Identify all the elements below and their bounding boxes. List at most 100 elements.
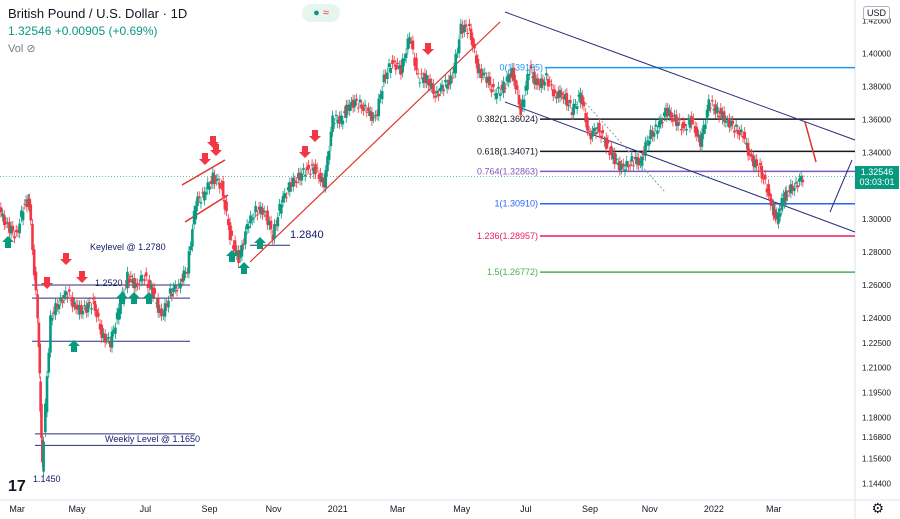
- candle-body: [394, 64, 398, 70]
- symbol-title[interactable]: British Pound / U.S. Dollar · 1D: [8, 6, 188, 21]
- candle-body: [541, 79, 545, 85]
- x-tick-label: May: [68, 504, 86, 514]
- candle-body: [428, 78, 432, 87]
- candle-body: [215, 179, 218, 181]
- candle-body: [216, 178, 220, 180]
- fib-level-label: 1.5(1.26772): [487, 267, 538, 277]
- candle-body: [107, 337, 110, 339]
- y-tick-label: 1.34000: [862, 149, 891, 158]
- candle-body: [678, 118, 682, 121]
- x-tick-label: Mar: [9, 504, 25, 514]
- candle-body: [782, 194, 785, 197]
- gear-icon[interactable]: ⚙: [871, 500, 884, 516]
- candle-body: [117, 308, 121, 320]
- candle-body: [213, 175, 216, 185]
- candle-body: [704, 124, 707, 129]
- candle-body: [13, 236, 16, 239]
- volume-label[interactable]: Vol ⊘: [8, 43, 36, 55]
- candle-body: [242, 243, 245, 246]
- candle-body: [38, 343, 42, 374]
- candle-body: [582, 101, 586, 107]
- candle-body: [657, 121, 661, 128]
- currency-selector[interactable]: USD: [862, 6, 890, 20]
- candle-body: [153, 288, 157, 294]
- candle-body: [71, 297, 74, 308]
- candle-body: [408, 37, 411, 44]
- candle-body: [285, 197, 288, 199]
- candle-body: [233, 240, 237, 252]
- eye-slash-icon[interactable]: ⊘: [26, 43, 36, 55]
- candle-body: [78, 305, 81, 315]
- candle-body: [780, 197, 784, 210]
- candle-body: [799, 176, 803, 181]
- candle-body: [191, 229, 194, 247]
- candle-body: [126, 271, 129, 289]
- candle-body: [24, 200, 28, 202]
- candle-body: [538, 83, 541, 86]
- candle-body: [531, 76, 534, 79]
- y-tick-label: 1.24000: [862, 314, 891, 323]
- wave-indicator-icon[interactable]: ● ≈: [302, 4, 340, 22]
- candle-body: [69, 299, 73, 301]
- candle-body: [115, 312, 119, 320]
- candle-body: [297, 173, 300, 179]
- candle-body: [613, 152, 617, 165]
- candle-body: [439, 87, 442, 92]
- candle-body: [14, 229, 18, 233]
- candle-body: [606, 139, 610, 144]
- candle-body: [329, 131, 333, 147]
- candle-body: [415, 57, 418, 71]
- candle-body: [315, 167, 319, 169]
- candle-body: [62, 295, 66, 299]
- candle-body: [758, 163, 762, 166]
- candle-body: [278, 203, 281, 211]
- symbol-name: British Pound / U.S. Dollar: [8, 6, 160, 21]
- candle-body: [769, 198, 773, 206]
- candle-body: [257, 206, 261, 210]
- candle-body: [197, 196, 201, 198]
- candle-body: [522, 99, 526, 108]
- candle-body: [300, 173, 304, 181]
- candle-body: [515, 85, 519, 90]
- candle-body: [587, 130, 591, 132]
- candle-body: [425, 75, 428, 84]
- candle-body: [726, 120, 729, 122]
- candle-body: [40, 404, 43, 438]
- candle-body: [722, 111, 726, 122]
- candle-body: [575, 106, 579, 110]
- candle-body: [196, 196, 199, 207]
- candle-body: [319, 172, 322, 182]
- candle-body: [341, 120, 345, 125]
- chart-labels: 0(1.39135) 0.382(1.36024) 0.618(1.34071) 0.…: [33, 63, 543, 484]
- candle-body: [495, 93, 499, 99]
- up-arrow-icon: [68, 340, 80, 352]
- candle-body: [114, 327, 117, 334]
- candle-body: [774, 215, 778, 219]
- interval[interactable]: 1D: [170, 6, 188, 21]
- candle-body: [478, 68, 481, 74]
- candle-body: [663, 112, 666, 117]
- candle-body: [269, 220, 273, 230]
- channel-lower-line: [504, 101, 856, 233]
- candle-body: [100, 324, 104, 339]
- candle-body: [526, 73, 529, 90]
- candle-body: [244, 231, 247, 245]
- candle-body: [473, 43, 476, 49]
- candle-body: [34, 271, 38, 291]
- candle-body: [623, 169, 627, 171]
- candle-body: [557, 91, 560, 98]
- x-tick-label: Sep: [201, 504, 217, 514]
- fib-level-label: 0.618(1.34071): [477, 146, 538, 156]
- candle-body: [173, 285, 177, 289]
- tradingview-logo-icon[interactable]: 17: [8, 478, 26, 495]
- candle-body: [66, 296, 69, 298]
- candle-body: [29, 204, 33, 221]
- candle-body: [148, 279, 151, 287]
- fib-level-label: 1.236(1.28957): [477, 231, 538, 241]
- candle-body: [206, 182, 210, 189]
- candle-body: [295, 181, 298, 184]
- candle-body: [787, 190, 791, 192]
- candle-body: [507, 74, 511, 83]
- candle-body: [498, 93, 502, 97]
